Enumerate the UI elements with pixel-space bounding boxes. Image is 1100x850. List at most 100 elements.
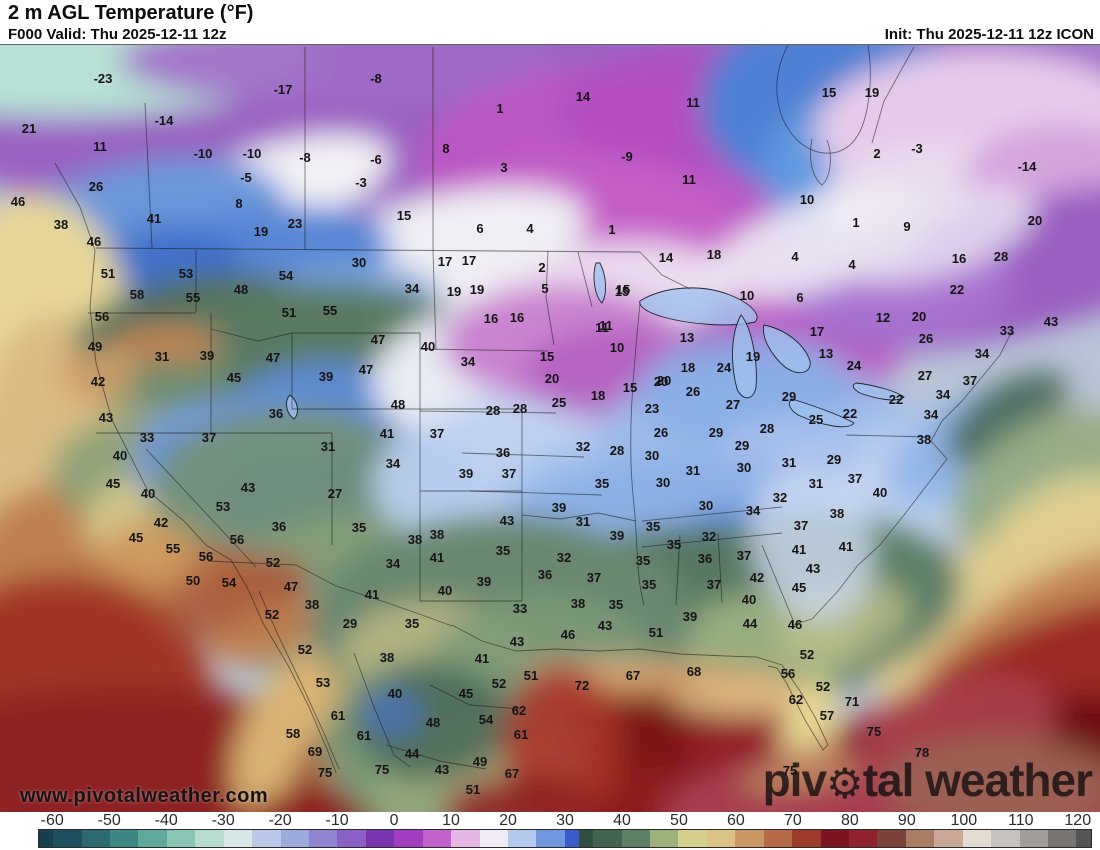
temp-label: 19 xyxy=(865,85,879,100)
temp-label: 24 xyxy=(847,358,862,373)
colorbar-segment xyxy=(479,830,508,847)
temp-label: 37 xyxy=(502,466,516,481)
temp-label: 78 xyxy=(915,745,929,760)
temp-label: 34 xyxy=(936,387,951,402)
border-line xyxy=(641,532,783,548)
temp-label: 41 xyxy=(475,651,489,666)
temp-label: 55 xyxy=(166,541,180,556)
temp-label: 62 xyxy=(512,703,526,718)
map-canvas[interactable]: -23 -17 -8 1 21 -14 11 -10 -10 -8 -6 8 3 26 -5 -3 46 41 8 1… xyxy=(0,44,1100,812)
temp-label: 26 xyxy=(89,179,103,194)
temp-label: 41 xyxy=(365,587,379,602)
temp-label: 33 xyxy=(513,601,527,616)
temp-label: 43 xyxy=(598,618,612,633)
temp-label: 40 xyxy=(141,486,155,501)
temp-label: 26 xyxy=(919,331,933,346)
temp-label: 37 xyxy=(587,570,601,585)
temp-label: 39 xyxy=(552,500,566,515)
colorbar-tick-label: 30 xyxy=(556,812,574,829)
temp-label: 75 xyxy=(867,724,881,739)
temp-label: 34 xyxy=(386,456,401,471)
temp-label: 46 xyxy=(788,617,802,632)
temp-label: 34 xyxy=(746,503,761,518)
temp-label: 28 xyxy=(513,401,527,416)
colorbar-tick-label: 40 xyxy=(613,812,631,829)
temp-label: 16 xyxy=(952,251,966,266)
lake-outline xyxy=(593,262,607,304)
temp-label: 40 xyxy=(113,448,127,463)
lake-outline xyxy=(732,314,757,399)
temp-label: 36 xyxy=(269,406,283,421)
temp-label: 32 xyxy=(702,529,716,544)
temp-label: 25 xyxy=(552,395,566,410)
temp-label: 43 xyxy=(500,513,514,528)
temp-region xyxy=(208,600,324,666)
temp-label: 30 xyxy=(656,475,670,490)
temp-label: 15 xyxy=(616,282,630,297)
temp-label: 18 xyxy=(591,388,605,403)
temp-label: 1 xyxy=(852,215,859,230)
colorbar-segment xyxy=(110,830,139,847)
temp-label: 10 xyxy=(800,192,814,207)
logo-text-prefix: piv xyxy=(762,754,827,806)
colorbar-segment xyxy=(593,830,622,847)
temp-label: 40 xyxy=(388,686,402,701)
temp-label: 11 xyxy=(595,320,609,335)
colorbar-tick-label: -50 xyxy=(97,812,121,829)
colorbar-segment xyxy=(763,830,793,847)
temp-region xyxy=(882,735,1100,812)
temp-label: 8 xyxy=(235,196,242,211)
temp-label: 43 xyxy=(510,634,524,649)
temp-label: 6 xyxy=(796,290,803,305)
temp-label: 22 xyxy=(950,282,964,297)
temp-label: 31 xyxy=(782,455,796,470)
colorbar-segment xyxy=(365,830,395,847)
temp-label: 5 xyxy=(541,281,548,296)
colorbar-tick-label: 100 xyxy=(950,812,978,829)
colorbar xyxy=(38,829,1092,848)
temp-label: 14 xyxy=(576,89,591,104)
temp-label: 37 xyxy=(202,430,216,445)
temp-label: 27 xyxy=(918,368,932,383)
temp-label: -10 xyxy=(243,146,262,161)
temp-label: 22 xyxy=(889,392,903,407)
temp-region xyxy=(707,186,937,300)
temp-label: 35 xyxy=(667,537,681,552)
colorbar-tick-label: 20 xyxy=(499,812,517,829)
pivotal-weather-logo: piv ⚙ tal weather xyxy=(762,754,1093,808)
temp-label: 44 xyxy=(405,746,420,761)
colorbar-segment xyxy=(877,830,906,847)
gear-icon: ⚙ xyxy=(826,759,864,808)
temp-label: 36 xyxy=(272,519,286,534)
temp-label: 51 xyxy=(524,668,538,683)
temp-label: 35 xyxy=(642,577,656,592)
colorbar-segment xyxy=(991,830,1020,847)
temp-label: 30 xyxy=(645,448,659,463)
temp-label: 45 xyxy=(227,370,241,385)
temp-label: 47 xyxy=(359,362,373,377)
temp-label: 52 xyxy=(492,676,506,691)
temp-label: 75 xyxy=(783,763,797,778)
temp-label: 55 xyxy=(186,290,200,305)
temp-label: 31 xyxy=(321,439,335,454)
temp-label: 19 xyxy=(470,282,484,297)
temp-label: 40 xyxy=(742,592,756,607)
temp-label: 38 xyxy=(408,532,422,547)
temp-label: 35 xyxy=(609,597,623,612)
temp-label: 54 xyxy=(279,268,294,283)
colorbar-segment xyxy=(1047,830,1077,847)
temp-region xyxy=(120,45,560,105)
colorbar-tick-label: -10 xyxy=(325,812,349,829)
colorbar-segment xyxy=(706,830,736,847)
colorbar-segment xyxy=(564,830,579,847)
border-line xyxy=(630,302,645,606)
border-line xyxy=(761,544,794,621)
temp-label: 13 xyxy=(819,346,833,361)
temp-label: 15 xyxy=(540,349,554,364)
temp-label: 35 xyxy=(352,520,366,535)
logo-text-suffix: tal weather xyxy=(862,754,1093,806)
colorbar-segment xyxy=(39,830,54,847)
colorbar-ticks: -60 -50 -40 -30 -20 -10 0 10 20 30 40 50 60 70 80 90 100… xyxy=(38,812,1092,829)
temp-label: 10 xyxy=(740,288,754,303)
temp-label: 16 xyxy=(510,310,524,325)
